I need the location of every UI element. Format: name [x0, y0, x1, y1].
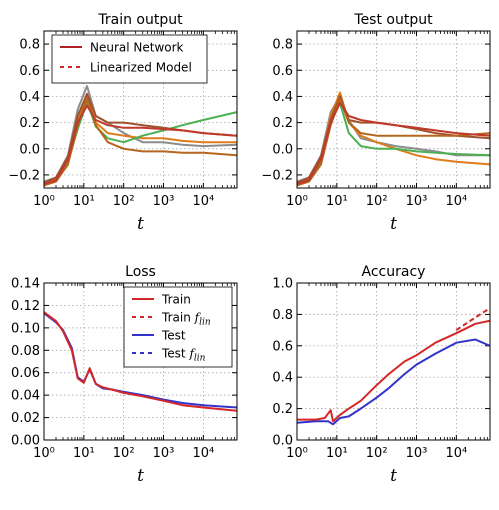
y-tick-label: 0.12: [11, 299, 40, 314]
y-tick-label: −0.2: [8, 168, 40, 183]
y-tick-label: 0.2: [19, 116, 40, 131]
y-tick-label: 0.0: [272, 434, 293, 449]
x-tick-label: 10⁴: [445, 194, 467, 209]
series-line-1: [297, 338, 490, 426]
loss-panel: 10⁰ 10¹ 10² 10³ 10⁴ 0.00 0.02 0.04 0.06 0.08 0.10 0…: [11, 264, 238, 486]
test-output-panel: 10⁰ 10¹ 10² 10³ 10⁴ −0.2 0.0 0.2 0.4 0.6 0.8 Test o…: [261, 12, 491, 234]
x-tick-label: 10¹: [73, 446, 95, 461]
series-line-6: [44, 104, 237, 186]
x-tick-label: 10⁰: [33, 194, 55, 209]
y-tick-label: 0.04: [11, 389, 40, 404]
axes-frame: [296, 282, 491, 441]
legend-label: Linearized Model: [90, 61, 192, 75]
x-tick-label: 10¹: [326, 194, 348, 209]
x-tick-label: 10³: [153, 194, 175, 209]
x-tick-label: 10¹: [326, 446, 348, 461]
y-tick-label: 0.6: [272, 64, 293, 79]
y-tick-label: 0.8: [272, 38, 293, 53]
x-tick-label: 10⁰: [286, 446, 308, 461]
x-tick-label: 10²: [113, 194, 135, 209]
y-tick-label: 0.2: [272, 116, 293, 131]
chart-title: Loss: [125, 264, 156, 280]
x-tick-label: 10³: [153, 446, 175, 461]
train-output-panel: 10⁰ 10¹ 10² 10³ 10⁴ −0.2 0.0 0.2 0.4 0.6 0.8 Train …: [8, 12, 238, 234]
legend-label: Test: [161, 329, 186, 343]
x-axis-label: t: [137, 214, 144, 234]
y-tick-label: 0.2: [272, 402, 293, 417]
y-tick-label: 0.4: [272, 371, 293, 386]
y-tick-label: 0.6: [19, 64, 40, 79]
y-tick-label: −0.2: [261, 168, 293, 183]
chart-title: Accuracy: [362, 264, 426, 280]
x-tick-label: 10⁰: [286, 194, 308, 209]
y-tick-label: 0.8: [272, 308, 293, 323]
series-line-5: [297, 98, 490, 187]
y-tick-label: 0.14: [11, 277, 40, 292]
legend: Neural Network Linearized Model: [51, 34, 208, 84]
y-tick-label: 0.10: [11, 321, 40, 336]
legend-box: [51, 34, 208, 84]
x-tick-label: 10³: [406, 194, 428, 209]
x-tick-label: 10²: [113, 446, 135, 461]
series-line-3: [455, 307, 490, 331]
legend-label: Neural Network: [90, 41, 184, 55]
x-tick-label: 10⁴: [192, 446, 214, 461]
series-line-2: [297, 319, 490, 423]
y-tick-label: 0.02: [11, 411, 40, 426]
x-tick-label: 10⁴: [445, 446, 467, 461]
x-tick-label: 10¹: [73, 194, 95, 209]
x-tick-label: 10³: [406, 446, 428, 461]
series-line-5: [44, 98, 237, 187]
x-tick-label: 10⁰: [33, 446, 55, 461]
y-tick-label: 0.00: [11, 434, 40, 449]
y-tick-label: 0.4: [19, 90, 40, 105]
axes-frame: [43, 30, 238, 189]
y-tick-label: 0.08: [11, 344, 40, 359]
plot-area: [297, 31, 490, 188]
x-tick-label: 10²: [366, 194, 388, 209]
legend-label: Train flin: [161, 311, 211, 328]
chart-title: Test output: [353, 12, 433, 28]
accuracy-panel: 10⁰ 10¹ 10² 10³ 10⁴ 0.0 0.2 0.4 0.6 0.8 1.0 Accurac…: [272, 264, 491, 486]
series-line-2: [44, 311, 237, 412]
series-line-6: [297, 102, 490, 186]
x-axis-label: t: [137, 466, 144, 486]
axes-frame: [296, 30, 491, 189]
y-tick-label: 0.8: [19, 38, 40, 53]
y-tick-label: 0.06: [11, 366, 40, 381]
y-tick-label: 1.0: [272, 277, 293, 292]
y-tick-label: 0.4: [272, 90, 293, 105]
axes-frame: [43, 282, 238, 441]
x-tick-label: 10⁴: [192, 194, 214, 209]
y-tick-label: 0.0: [272, 142, 293, 157]
y-tick-label: 0.0: [19, 142, 40, 157]
x-axis-label: t: [390, 466, 397, 486]
x-tick-label: 10²: [366, 446, 388, 461]
legend-label: Train: [161, 293, 191, 307]
y-tick-label: 0.6: [272, 339, 293, 354]
x-axis-label: t: [390, 214, 397, 234]
chart-title: Train output: [97, 12, 183, 28]
